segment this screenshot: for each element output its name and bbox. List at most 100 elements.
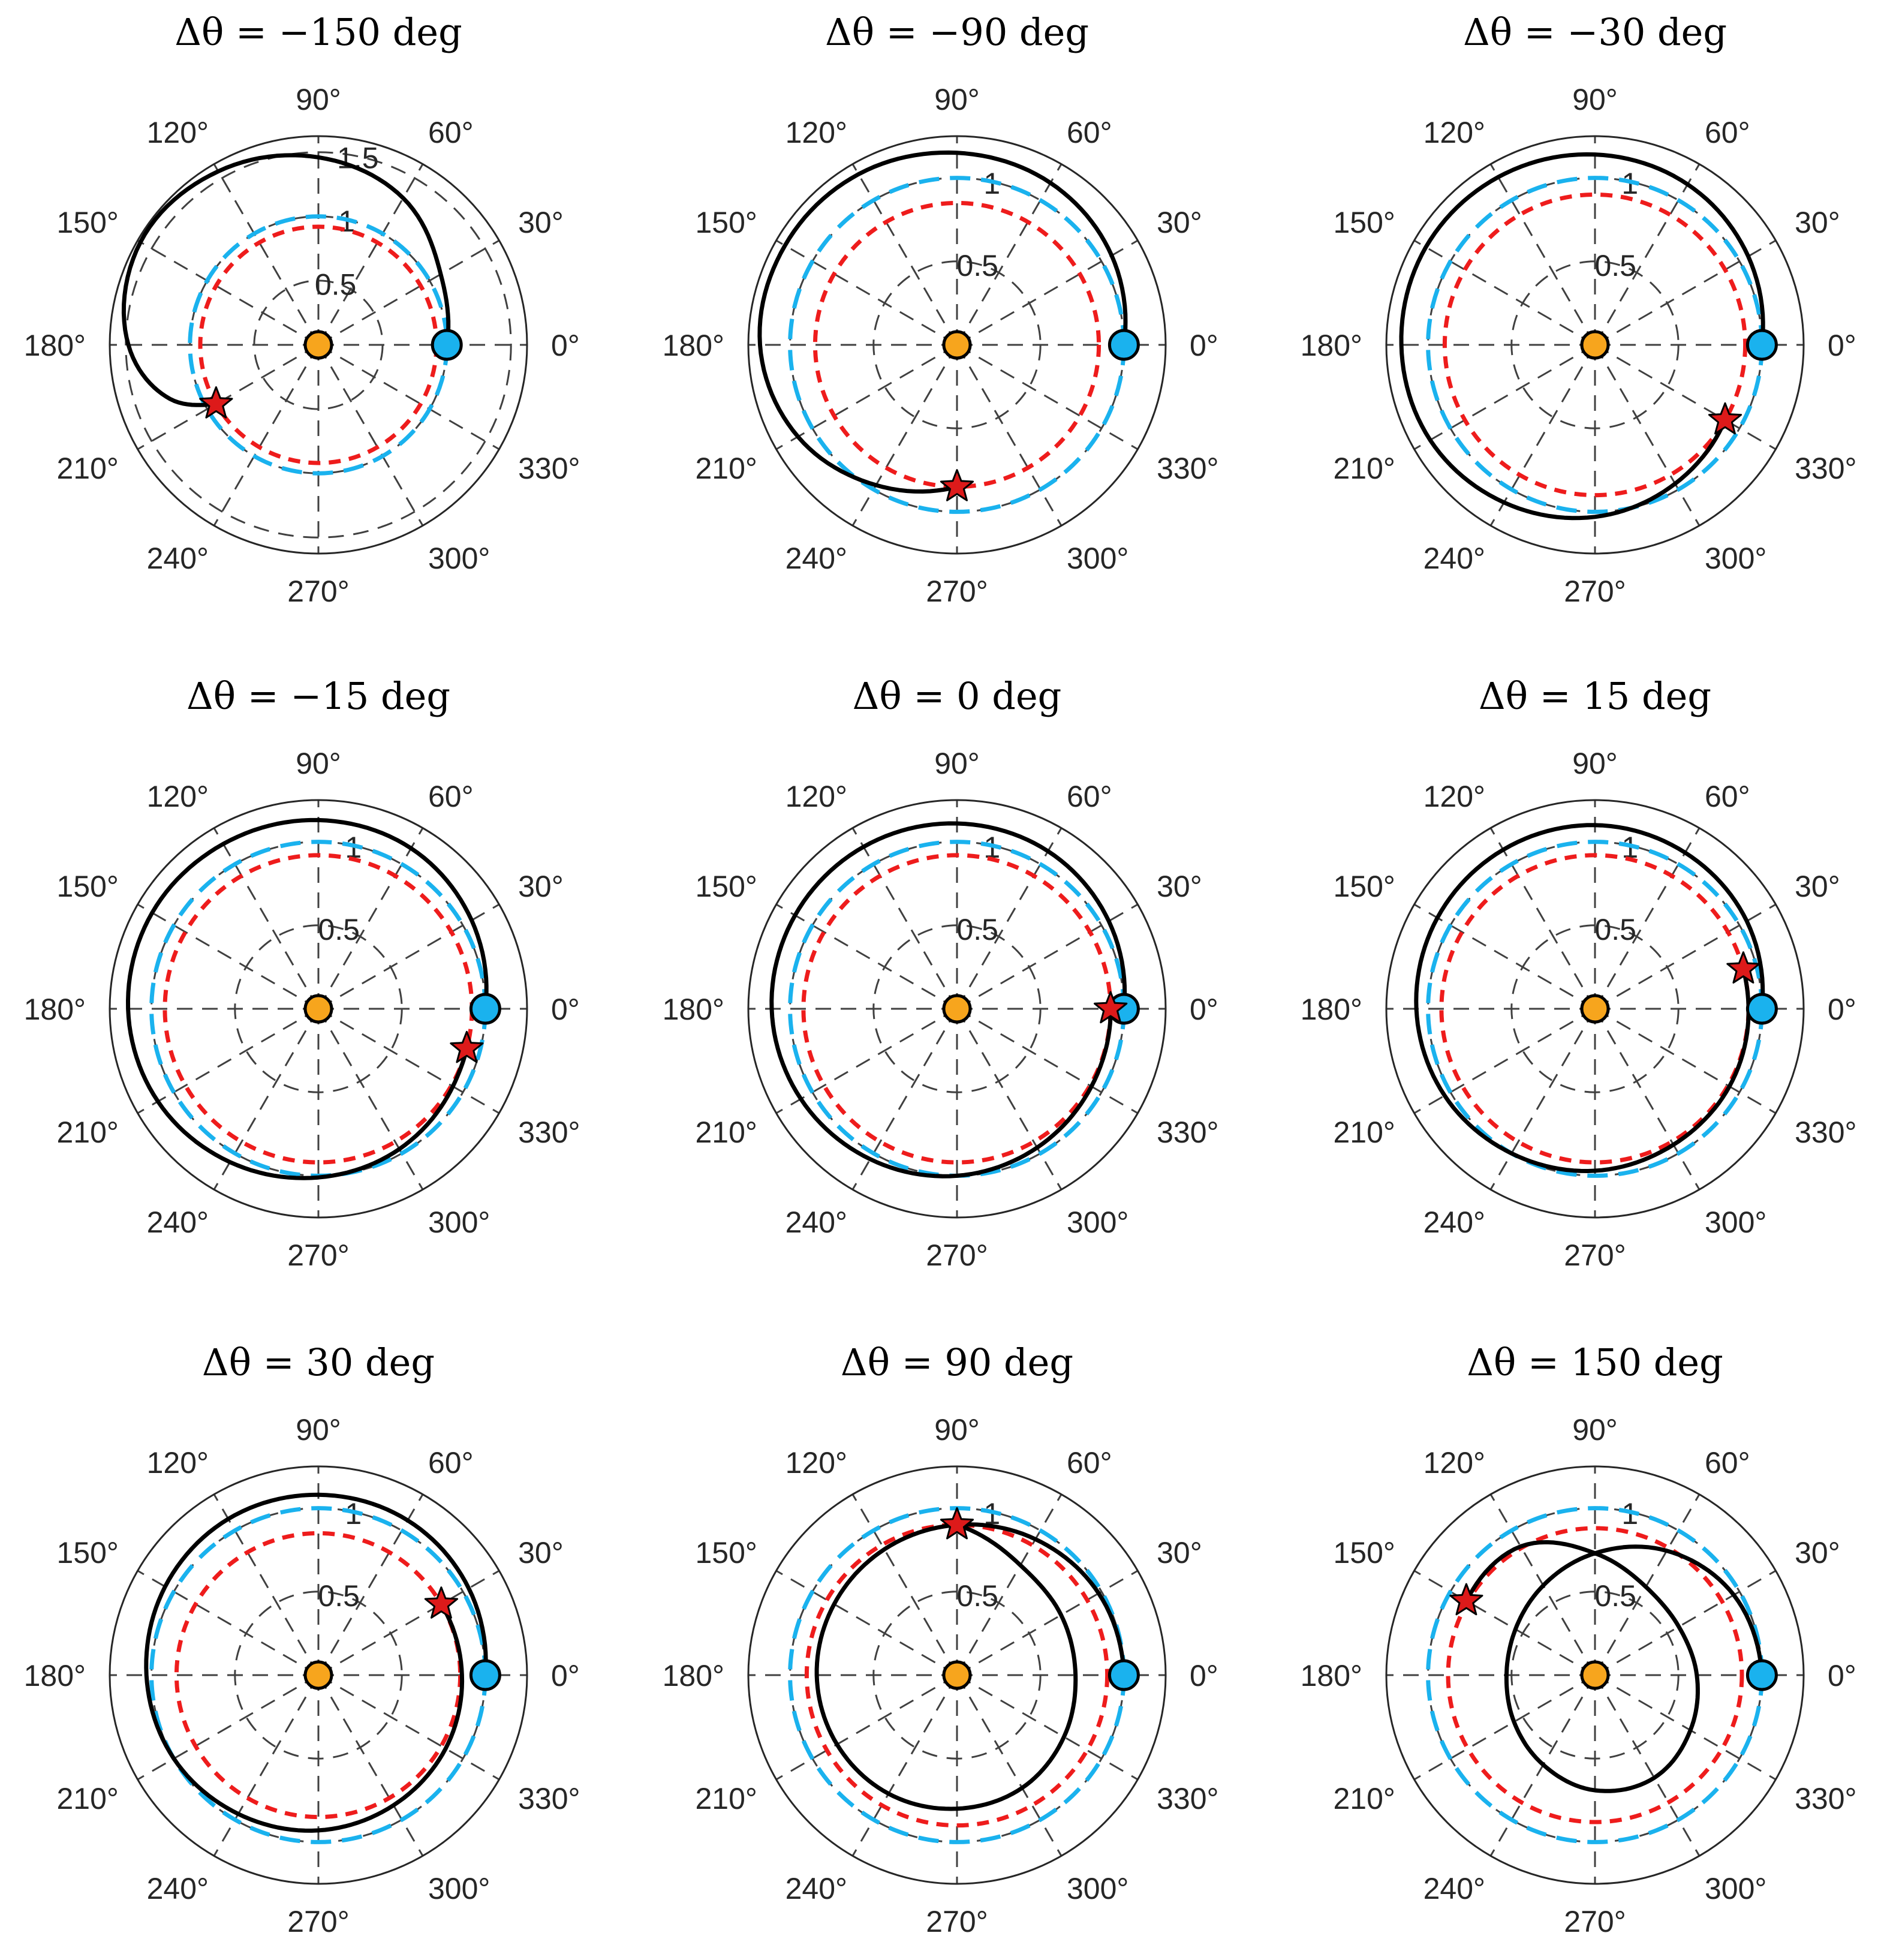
angular-grid-line — [137, 239, 319, 346]
angular-grid-line — [213, 163, 320, 345]
angle-tick-label: 210° — [56, 452, 118, 485]
angular-grid-line — [956, 1675, 1063, 1857]
angle-tick-label: 30° — [1157, 206, 1202, 239]
angular-grid-line — [318, 903, 500, 1010]
start-marker — [1107, 1659, 1140, 1691]
angle-tick-label: 0° — [1828, 993, 1856, 1026]
angle-tick-label: 240° — [147, 1206, 209, 1239]
angular-grid-line — [956, 1674, 1139, 1781]
angle-tick-label: 180° — [663, 1659, 724, 1693]
end-marker-star — [424, 1586, 459, 1619]
angle-tick-label: 330° — [1157, 452, 1218, 485]
angular-grid-line — [213, 1493, 320, 1676]
angular-grid-line — [1413, 903, 1596, 1010]
angle-tick-label: 300° — [1067, 542, 1128, 575]
radius-tick-label: 0.5 — [318, 913, 360, 946]
angular-grid-line — [317, 1008, 424, 1191]
angular-grid-line — [318, 1674, 500, 1781]
angle-tick-label: 0° — [551, 329, 580, 362]
angle-tick-label: 330° — [518, 452, 580, 485]
angle-tick-label: 0° — [1190, 1659, 1218, 1693]
radial-grid-circle — [234, 1591, 403, 1760]
angle-tick-label: 120° — [1423, 1446, 1485, 1480]
transfer-trajectory — [121, 153, 451, 407]
angle-tick-label: 150° — [56, 1536, 118, 1570]
angle-tick-label: 150° — [1333, 870, 1395, 903]
radius-tick-label: 0.5 — [956, 913, 998, 946]
central-body-marker — [942, 330, 972, 360]
angle-tick-label: 120° — [1423, 116, 1485, 149]
transfer-trajectory — [1414, 823, 1765, 1173]
angle-tick-label: 210° — [1333, 1116, 1395, 1149]
angle-tick-label: 150° — [695, 1536, 757, 1570]
angular-grid-line — [956, 827, 1063, 1009]
angular-grid-line — [956, 163, 1063, 345]
angle-tick-label: 60° — [428, 780, 474, 813]
end-marker-star — [1726, 951, 1760, 984]
angular-grid-line — [1489, 163, 1596, 345]
angle-tick-label: 330° — [1157, 1782, 1218, 1815]
angular-grid-line — [851, 1675, 958, 1857]
polar-outer-ring — [109, 799, 528, 1219]
angle-tick-label: 300° — [428, 1206, 490, 1239]
angular-grid-line — [775, 903, 958, 1010]
central-body-marker — [303, 330, 333, 360]
angle-tick-label: 210° — [56, 1116, 118, 1149]
radius-tick-label: 0.5 — [1594, 913, 1636, 946]
panel-title: Δθ = 30 deg — [202, 1340, 435, 1384]
central-body-marker — [942, 1660, 972, 1690]
polar-outer-ring — [1385, 1465, 1805, 1885]
angle-tick-label: 30° — [1157, 870, 1202, 903]
central-body-marker — [1580, 330, 1610, 360]
radius-tick-label: 0.5 — [315, 268, 357, 302]
angle-tick-label: 60° — [1705, 1446, 1750, 1480]
angle-tick-label: 120° — [147, 116, 209, 149]
transfer-trajectory — [144, 1492, 488, 1833]
angle-tick-label: 60° — [1705, 780, 1750, 813]
angle-tick-label: 180° — [1301, 329, 1362, 362]
angle-tick-label: 30° — [518, 1536, 564, 1570]
angular-grid-line — [213, 827, 320, 1009]
angle-tick-label: 30° — [1157, 1536, 1202, 1570]
polar-outer-ring — [747, 1465, 1167, 1885]
panel-title: Δθ = 90 deg — [841, 1340, 1073, 1384]
transfer-trajectory — [814, 1522, 1126, 1811]
transfer-trajectory — [757, 150, 1128, 494]
angular-grid-line — [318, 239, 500, 346]
angle-tick-label: 150° — [1333, 206, 1395, 239]
angle-tick-label: 60° — [1067, 780, 1112, 813]
angle-tick-label: 210° — [695, 1782, 757, 1815]
angular-grid-line — [851, 163, 958, 345]
angular-grid-line — [1489, 1008, 1596, 1191]
angle-tick-label: 150° — [695, 870, 757, 903]
start-marker — [469, 1659, 501, 1691]
angular-grid-line — [1413, 1008, 1596, 1114]
central-body-marker — [1580, 994, 1610, 1024]
panel-title: Δθ = −150 deg — [174, 10, 462, 54]
angular-grid-line — [851, 1493, 958, 1676]
transfer-trajectory — [769, 821, 1127, 1179]
angle-tick-label: 240° — [147, 542, 209, 575]
angle-tick-label: 240° — [785, 542, 847, 575]
start-marker — [1745, 993, 1778, 1025]
polar-outer-ring — [1385, 799, 1805, 1219]
angle-tick-label: 210° — [1333, 452, 1395, 485]
angle-tick-label: 0° — [551, 1659, 580, 1693]
angular-grid-line — [956, 903, 1139, 1010]
angle-tick-label: 330° — [1795, 452, 1856, 485]
angular-grid-line — [318, 344, 500, 450]
target-orbit-circle — [804, 1522, 1110, 1828]
radius-tick-label: 0.5 — [956, 249, 998, 282]
angle-tick-label: 270° — [1564, 575, 1626, 608]
angle-tick-label: 270° — [287, 575, 349, 608]
angle-tick-label: 210° — [695, 1116, 757, 1149]
angle-tick-label: 180° — [1301, 993, 1362, 1026]
angle-tick-label: 300° — [1067, 1872, 1128, 1905]
central-body-marker — [303, 994, 333, 1024]
angular-grid-line — [137, 344, 319, 450]
radial-grid-circle — [1510, 924, 1680, 1093]
angle-tick-label: 90° — [934, 1413, 980, 1447]
angle-tick-label: 270° — [926, 1238, 988, 1272]
angle-tick-label: 330° — [1157, 1116, 1218, 1149]
